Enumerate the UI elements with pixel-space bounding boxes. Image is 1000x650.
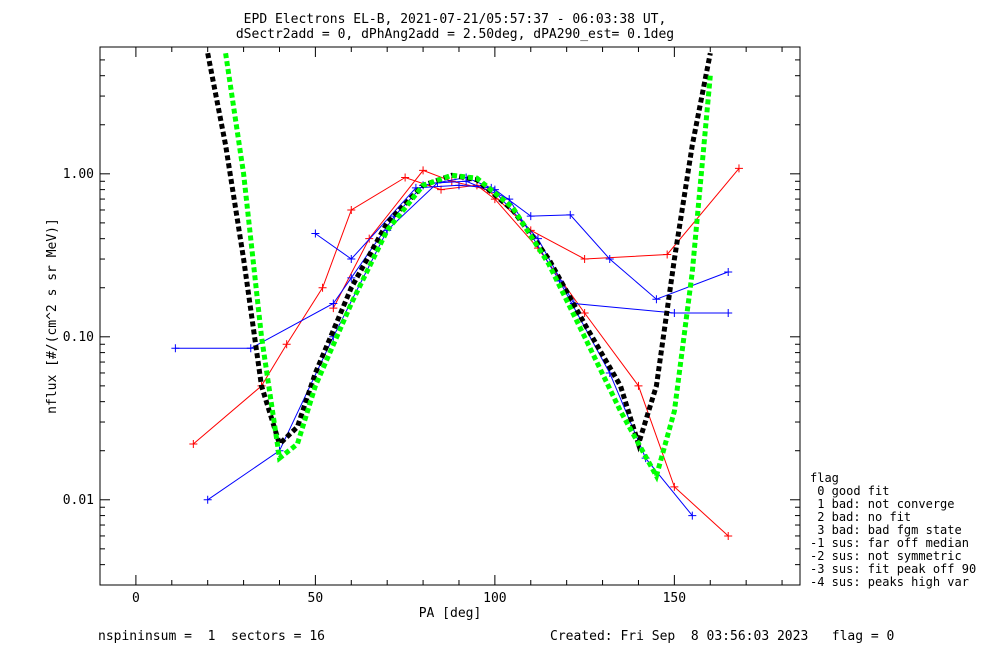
axes-layer: 0 50 100 150 0.01 0.10 1.00 — [63, 46, 801, 606]
data-point-marker — [724, 267, 733, 276]
footer-right: Created: Fri Sep 8 03:56:03 2023 flag = … — [550, 629, 894, 644]
x-axis-label: PA [deg] — [419, 606, 482, 621]
data-point-marker — [347, 205, 356, 214]
fit-curve-black_fit — [205, 52, 713, 453]
data-point-marker — [580, 308, 589, 317]
y-tick-label: 1.00 — [63, 167, 94, 182]
data-point-marker — [347, 255, 356, 264]
chart-subtitle: dSectr2add = 0, dPhAng2add = 2.50deg, dP… — [236, 27, 674, 42]
data-point-marker — [526, 212, 535, 221]
data-layer — [171, 52, 743, 540]
data-point-marker — [462, 177, 471, 186]
data-point-marker — [634, 381, 643, 390]
legend-entry: 3 bad: bad fgm state — [810, 523, 962, 537]
data-point-marker — [724, 531, 733, 540]
x-tick-label: 100 — [483, 591, 506, 606]
data-point-marker — [329, 299, 338, 308]
data-point-marker — [734, 164, 743, 173]
data-point-marker — [566, 210, 575, 219]
data-point-marker — [401, 173, 410, 182]
flag-legend: flag 0 good fit 1 bad: not converge 2 ba… — [810, 471, 976, 589]
legend-entry: 2 bad: no fit — [810, 510, 911, 524]
data-point-marker — [663, 250, 672, 259]
data-point-marker — [652, 295, 661, 304]
y-tick-label: 0.01 — [63, 493, 94, 508]
data-point-marker — [688, 511, 697, 520]
data-point-marker — [724, 308, 733, 317]
data-point-marker — [203, 495, 212, 504]
data-point-marker — [580, 255, 589, 264]
legend-heading: flag — [810, 471, 839, 485]
data-point-marker — [419, 166, 428, 175]
data-point-marker — [318, 283, 327, 292]
x-tick-label: 0 — [132, 591, 140, 606]
data-point-marker — [454, 181, 463, 190]
series-line-red — [192, 176, 729, 537]
x-tick-label: 150 — [663, 591, 686, 606]
data-point-marker — [447, 177, 456, 186]
legend-entry: -3 sus: fit peak off 90 — [810, 562, 976, 576]
legend-entry: -2 sus: not symmetric — [810, 549, 962, 563]
legend-entry: 0 good fit — [810, 484, 889, 498]
data-point-marker — [189, 439, 198, 448]
legend-entry: 1 bad: not converge — [810, 497, 955, 511]
chart-title: EPD Electrons EL-B, 2021-07-21/05:57:37 … — [244, 12, 667, 27]
data-point-marker — [670, 308, 679, 317]
y-axis-label: nflux [#/(cm^2 s sr MeV)] — [45, 218, 60, 414]
x-tick-label: 50 — [308, 591, 324, 606]
data-point-marker — [246, 344, 255, 353]
series-line-blue — [207, 180, 693, 516]
data-point-marker — [605, 255, 614, 264]
data-point-marker — [670, 482, 679, 491]
footer-left: nspininsum = 1 sectors = 16 — [98, 629, 325, 644]
data-point-marker — [171, 344, 180, 353]
data-point-marker — [311, 229, 320, 238]
fit-curve-green_fit — [223, 52, 713, 483]
plot-frame — [99, 46, 801, 586]
series-line-blue — [175, 176, 729, 349]
y-tick-label: 0.10 — [63, 330, 94, 345]
data-point-marker — [437, 185, 446, 194]
data-point-marker — [347, 273, 356, 282]
legend-entry: -4 sus: peaks high var — [810, 575, 969, 589]
data-point-marker — [282, 340, 291, 349]
legend-entry: -1 sus: far off median — [810, 536, 969, 550]
